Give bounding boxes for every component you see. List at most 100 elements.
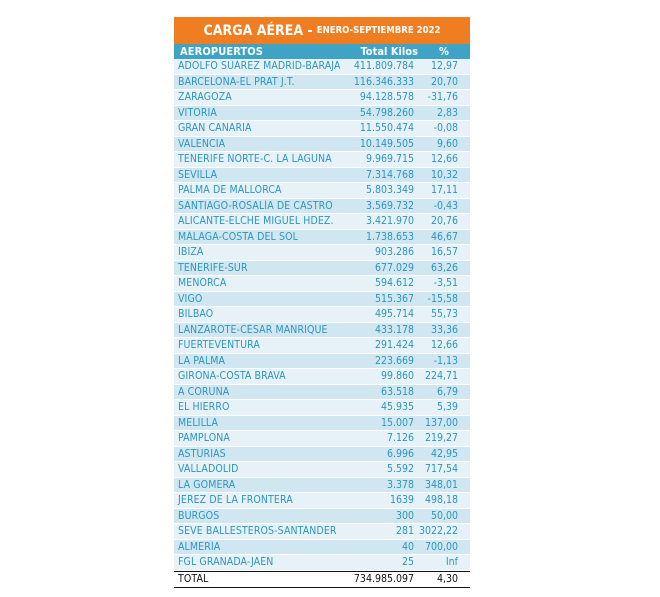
percent-cell: 137,00	[424, 416, 458, 429]
table-row: SEVE BALLESTEROS-SANTANDER 281 3022,22	[174, 524, 470, 540]
percent-cell: 219,27	[424, 432, 458, 445]
percent-cell: 17,11	[430, 184, 458, 197]
percent-cell: 33,36	[430, 323, 458, 336]
airport-name: SEVE BALLESTEROS-SANTANDER	[178, 525, 337, 538]
total-kilos-cell: 903.286	[374, 246, 414, 259]
total-kilos-cell: 1.738.653	[365, 230, 414, 243]
total-kilos-cell: 300	[395, 509, 414, 522]
airport-name: VALLADOLID	[178, 463, 239, 476]
total-kilos-cell: 3.378	[386, 478, 414, 491]
table-row: FUERTEVENTURA 291.424 12,66	[174, 338, 470, 354]
airport-name: BARCELONA-EL PRAT J.T.	[178, 75, 295, 88]
total-kilos-cell: 6.996	[386, 447, 414, 460]
table-row: PALMA DE MALLORCA 5.803.349 17,11	[174, 183, 470, 199]
table-row: VITORIA 54.798.260 2,83	[174, 105, 470, 121]
airport-name: TENERIFE NORTE-C. LA LAGUNA	[178, 153, 332, 166]
percent-cell: 16,57	[430, 246, 458, 259]
airport-name: SANTIAGO-ROSALÍA DE CASTRO	[178, 199, 333, 212]
total-kilos-cell: 281	[395, 525, 414, 538]
table-row: VALLADOLID 5.592 717,54	[174, 462, 470, 478]
percent-cell: -3,51	[433, 277, 458, 290]
airport-name: IBIZA	[178, 246, 204, 259]
total-label: TOTAL	[178, 573, 209, 585]
header-airports: AEROPUERTOS	[180, 45, 264, 58]
table-row: EL HIERRO 45.935 5,39	[174, 400, 470, 416]
airport-name: ADOLFO SUÁREZ MADRID-BARAJAS	[178, 60, 340, 73]
airport-name: VIGO	[178, 292, 203, 305]
total-kilos-cell: 291.424	[374, 339, 414, 352]
percent-cell: 12,66	[430, 339, 458, 352]
airport-name: ALICANTE-ELCHE MIGUEL HDEZ.	[178, 215, 334, 228]
airport-name: LANZAROTE-CÉSAR MANRIQUE	[178, 323, 328, 336]
total-kilos-cell: 94.128.578	[359, 91, 414, 104]
airport-name: TENERIFE-SUR	[178, 261, 248, 274]
table-row: GRAN CANARIA 11.550.474 -0,08	[174, 121, 470, 137]
percent-cell: 5,39	[436, 401, 458, 414]
percent-cell: 63,26	[430, 261, 458, 274]
table-row: GIRONA-COSTA BRAVA 99.860 224,71	[174, 369, 470, 385]
table-total-row: TOTAL 734.985.097 4,30	[174, 570, 470, 588]
table-row: BARCELONA-EL PRAT J.T. 116.346.333 20,70	[174, 74, 470, 90]
table-row: LANZAROTE-CÉSAR MANRIQUE 433.178 33,36	[174, 322, 470, 338]
total-kilos-cell: 411.809.784	[353, 60, 414, 73]
airport-name: BURGOS	[178, 509, 220, 522]
airport-name: PAMPLONA	[178, 432, 230, 445]
total-kilos-cell: 99.860	[380, 370, 414, 383]
percent-cell: -1,13	[433, 354, 458, 367]
percent-cell: 3022,22	[418, 525, 458, 538]
table-subtitle: ENERO-SEPTIEMBRE 2022	[316, 25, 441, 36]
table-row: LA GOMERA 3.378 348,01	[174, 477, 470, 493]
percent-cell: Inf	[445, 556, 458, 569]
airport-name: ZARAGOZA	[178, 91, 232, 104]
total-percent: 4,30	[436, 573, 458, 585]
total-kilos-cell: 25	[401, 556, 414, 569]
airport-name: LA PALMA	[178, 354, 226, 367]
total-kilos-cell: 45.935	[380, 401, 414, 414]
total-kilos-cell: 116.346.333	[353, 75, 414, 88]
percent-cell: 9,60	[436, 137, 458, 150]
percent-cell: 700,00	[424, 540, 458, 553]
table-row: ASTURIAS 6.996 42,95	[174, 446, 470, 462]
airport-name: LA GOMERA	[178, 478, 236, 491]
table-row: SANTIAGO-ROSALÍA DE CASTRO 3.569.732 -0,43	[174, 198, 470, 214]
table-row: BILBAO 495.714 55,73	[174, 307, 470, 323]
airport-name: ASTURIAS	[178, 447, 226, 460]
table-row: ADOLFO SUÁREZ MADRID-BARAJAS 411.809.784 1…	[174, 59, 470, 75]
percent-cell: 10,32	[430, 168, 458, 181]
total-kilos-cell: 5.803.349	[365, 184, 414, 197]
table-row: IBIZA 903.286 16,57	[174, 245, 470, 261]
table-row: MELILLA 15.007 137,00	[174, 415, 470, 431]
airport-name: ALMERÍA	[178, 540, 221, 553]
airport-name: MÁLAGA-COSTA DEL SOL	[178, 230, 298, 243]
table-header-row: AEROPUERTOS Total Kilos %	[174, 44, 470, 59]
table-row: ALICANTE-ELCHE MIGUEL HDEZ. 3.421.970 20,7…	[174, 214, 470, 230]
total-kilos: 734.985.097	[353, 573, 414, 585]
table-body: ADOLFO SUÁREZ MADRID-BARAJAS 411.809.784 1…	[174, 59, 470, 571]
percent-cell: 498,18	[424, 494, 458, 507]
airport-name: FGL GRANADA-JAÉN	[178, 556, 274, 569]
table-row: SEVILLA 7.314.768 10,32	[174, 167, 470, 183]
airport-name: GRAN CANARIA	[178, 122, 252, 135]
header-total-kilos: Total Kilos	[360, 45, 418, 58]
percent-cell: 717,54	[424, 463, 458, 476]
percent-cell: -15,58	[427, 292, 458, 305]
table-row: MENORCA 594.612 -3,51	[174, 276, 470, 292]
airport-name: PALMA DE MALLORCA	[178, 184, 282, 197]
table-title: CARGA AÉREA -	[203, 22, 313, 39]
table-row: PAMPLONA 7.126 219,27	[174, 431, 470, 447]
total-kilos-cell: 433.178	[374, 323, 414, 336]
table-row: A CORUÑA 63.518 6,79	[174, 384, 470, 400]
table-row: ALMERÍA 40 700,00	[174, 539, 470, 555]
header-percent: %	[439, 45, 449, 58]
total-kilos-cell: 7.126	[386, 432, 414, 445]
airport-name: SEVILLA	[178, 168, 218, 181]
table-row: MÁLAGA-COSTA DEL SOL 1.738.653 46,67	[174, 229, 470, 245]
percent-cell: -0,43	[433, 199, 458, 212]
percent-cell: -0,08	[433, 122, 458, 135]
total-kilos-cell: 594.612	[374, 277, 414, 290]
table-row: LA PALMA 223.669 -1,13	[174, 353, 470, 369]
percent-cell: 348,01	[424, 478, 458, 491]
percent-cell: 46,67	[430, 230, 458, 243]
table-row: ZARAGOZA 94.128.578 -31,76	[174, 90, 470, 106]
total-kilos-cell: 677.029	[374, 261, 414, 274]
